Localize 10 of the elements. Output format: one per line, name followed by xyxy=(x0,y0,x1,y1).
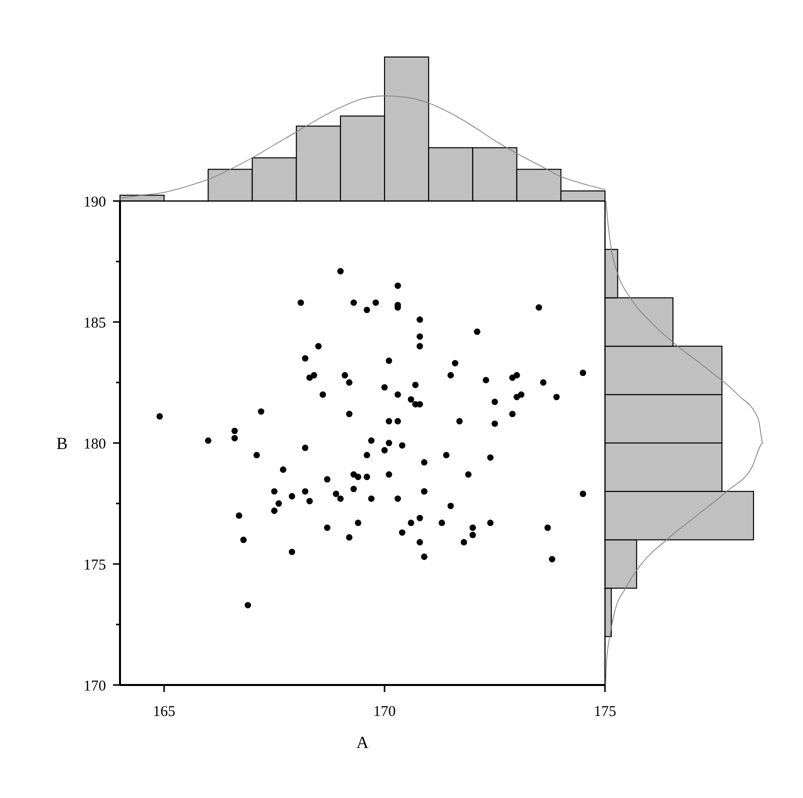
y-tick-label: 170 xyxy=(84,678,106,694)
y-tick-label: 175 xyxy=(84,557,106,574)
x-tick-label: 170 xyxy=(373,704,396,720)
y-tick-label: 180 xyxy=(84,436,106,452)
y-axis-title: B xyxy=(56,434,68,453)
x-tick-label: 175 xyxy=(594,704,616,720)
y-tick-label: 185 xyxy=(84,315,106,332)
y-tick-label: 190 xyxy=(84,194,106,210)
x-tick-label: 165 xyxy=(152,704,176,720)
x-axis-title: A xyxy=(356,733,370,752)
